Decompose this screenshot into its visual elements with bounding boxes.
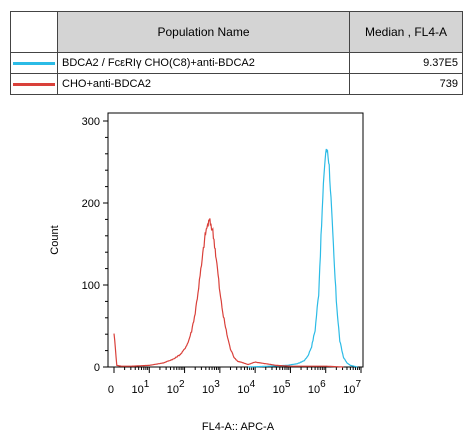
y-tick-label: 100 [82,280,100,292]
x-axis: 0 101 102 103 104 105 106 107 [108,367,362,396]
x-tick-label: 101 [131,379,149,396]
y-axis: 0 100 200 300 [82,116,108,374]
y-tick-label: 0 [94,362,100,374]
x-tick-label: 103 [202,379,220,396]
y-tick-label: 300 [82,116,100,128]
legend-header-blank [10,11,58,53]
legend-row-bdca2: BDCA2 / FcεRIγ CHO(C8)+anti-BDCA2 9.37E5 [10,52,463,74]
legend-row-cho: CHO+anti-BDCA2 739 [10,73,463,95]
legend-row-value: 9.37E5 [349,52,463,74]
legend-row-value: 739 [349,73,463,95]
y-axis-label: Count [49,225,61,254]
x-tick-label: 107 [343,379,361,396]
median-header: Median , FL4-A [349,11,463,53]
x-tick-label: 102 [167,379,185,396]
x-tick-label: 104 [237,379,255,396]
x-tick-label: 105 [273,379,291,396]
legend-swatch-cell [10,73,58,95]
y-tick-label: 200 [82,198,100,210]
series-line-cho [113,218,344,368]
legend-table: Population Name Median , FL4-A BDCA2 / F… [10,11,463,95]
plot-frame [107,112,364,368]
legend-swatch-blue [13,61,55,65]
x-tick-label: 0 [108,384,114,396]
x-tick-label: 106 [308,379,326,396]
series-group [113,148,358,368]
legend-row-name: CHO+anti-BDCA2 [57,73,350,95]
series-line-bdca2 [248,148,358,368]
legend-swatch-red [13,82,55,86]
x-axis-label: FL4-A:: APC-A [202,421,275,433]
